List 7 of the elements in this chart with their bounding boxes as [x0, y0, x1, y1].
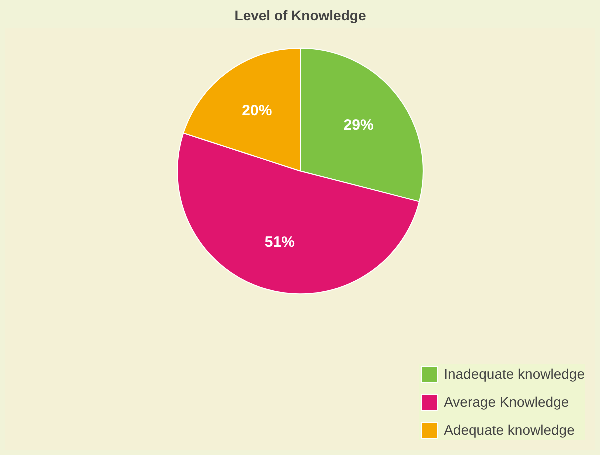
legend-label: Inadequate knowledge [444, 366, 585, 382]
data-label: 20% [242, 102, 272, 120]
legend-label: Adequate knowledge [444, 422, 575, 438]
legend-label: Average Knowledge [444, 394, 570, 410]
data-label: 29% [344, 117, 374, 134]
data-label: 51% [264, 234, 295, 252]
chart-title: Level of Knowledge [234, 8, 366, 24]
